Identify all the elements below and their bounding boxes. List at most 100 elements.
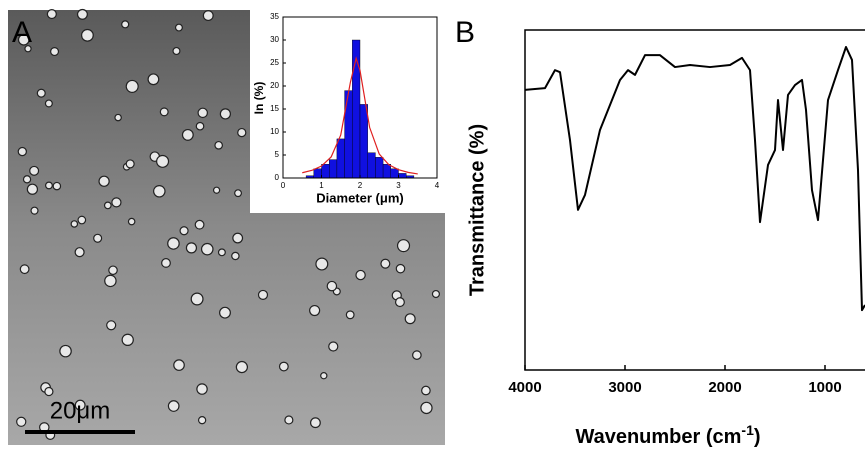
cells — [16, 8, 440, 440]
x-axis-label: Diameter (μm) — [316, 190, 403, 205]
y-tick-label: 5 — [275, 150, 280, 159]
cell — [197, 107, 208, 119]
cell — [77, 215, 87, 225]
cell — [125, 79, 139, 93]
bar — [329, 159, 338, 179]
x-tick-label: 0 — [281, 181, 286, 190]
cell — [200, 242, 214, 256]
cell — [174, 23, 183, 32]
cell — [185, 242, 198, 254]
cell — [421, 385, 431, 396]
cell — [219, 306, 231, 319]
cell — [237, 127, 247, 138]
cell — [29, 165, 40, 176]
cell — [231, 251, 240, 261]
panel-label: A — [12, 16, 32, 49]
cell — [121, 333, 134, 347]
cell — [26, 183, 39, 195]
cell — [190, 292, 204, 306]
y-tick-label: 25 — [270, 58, 279, 67]
cell — [394, 297, 405, 308]
y-tick-label: 0 — [275, 173, 280, 182]
bar — [375, 157, 384, 179]
cell — [70, 220, 79, 228]
x-tick-label: 1 — [319, 181, 324, 190]
cell — [328, 341, 339, 352]
bar — [390, 168, 399, 179]
cell — [111, 197, 122, 208]
cell — [309, 417, 321, 429]
cell — [121, 20, 130, 29]
cell — [195, 121, 205, 131]
cell — [395, 263, 406, 274]
cell — [167, 237, 180, 250]
cell — [214, 140, 223, 150]
x-tick-label: 4 — [435, 181, 440, 190]
x-tick-label: 3 — [396, 181, 401, 190]
cell — [159, 107, 169, 117]
cell — [22, 175, 32, 184]
cell — [278, 361, 289, 372]
cell — [127, 217, 136, 226]
cell — [76, 8, 88, 20]
cell — [315, 257, 329, 271]
x-tick-label: 1000 — [808, 379, 841, 396]
spectrum — [524, 46, 865, 312]
x-axis-label-sup: -1 — [741, 422, 754, 438]
cell — [212, 186, 221, 194]
cell — [59, 344, 72, 358]
bar — [336, 138, 345, 179]
cell — [196, 383, 208, 395]
cell — [167, 400, 180, 412]
fit-curve — [302, 56, 418, 175]
panel-label: B — [455, 16, 475, 49]
x-tick-label: 2000 — [708, 379, 741, 396]
cell — [17, 33, 30, 46]
cell — [404, 313, 416, 325]
bar — [367, 152, 376, 179]
bar — [313, 168, 322, 179]
cell — [80, 28, 94, 42]
cell — [232, 232, 244, 244]
bar — [344, 90, 353, 179]
cell — [74, 247, 85, 258]
cell — [172, 46, 181, 56]
y-tick-label: 30 — [270, 35, 279, 44]
plot-frame — [524, 29, 865, 371]
cell — [309, 304, 321, 317]
cell — [24, 45, 32, 53]
y-axis-label: Transmittance (%) — [466, 124, 488, 296]
cell — [45, 181, 53, 190]
cell — [30, 206, 39, 215]
cell — [345, 310, 355, 320]
cell — [326, 280, 338, 292]
cell — [52, 181, 62, 191]
cell — [44, 99, 53, 108]
cell — [98, 175, 110, 187]
cell — [219, 108, 231, 120]
cell — [74, 399, 86, 411]
cell — [355, 269, 366, 281]
cell — [431, 289, 440, 299]
y-tick-label: 10 — [270, 127, 279, 136]
cell — [257, 289, 269, 300]
y-tick-label: 20 — [270, 81, 279, 90]
bar — [321, 163, 330, 179]
x-axis-label: Wavenumber (cm-1) — [575, 422, 760, 449]
cell — [202, 10, 214, 22]
y-tick-label: 35 — [270, 12, 279, 21]
cell — [396, 239, 411, 253]
cell — [412, 350, 422, 360]
cell — [156, 154, 170, 168]
y-tick-label: 15 — [270, 104, 279, 113]
x-tick-label: 3000 — [608, 379, 641, 396]
cell — [179, 226, 189, 236]
cell — [217, 248, 226, 257]
cell — [50, 47, 60, 57]
cell — [104, 274, 117, 288]
cell — [320, 372, 328, 380]
bar — [382, 163, 392, 179]
y-axis-label: In (%) — [252, 82, 266, 115]
x-axis-label-end: ) — [754, 426, 761, 448]
